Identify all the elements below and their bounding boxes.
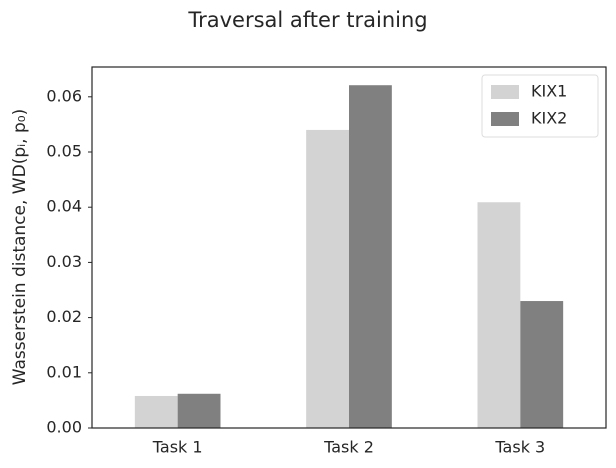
x-tick-label: Task 3 bbox=[494, 438, 545, 457]
y-tick-label: 0.05 bbox=[46, 142, 82, 161]
bar bbox=[349, 85, 392, 428]
legend-swatch bbox=[491, 85, 519, 99]
y-tick-label: 0.02 bbox=[46, 307, 82, 326]
y-tick-label: 0.01 bbox=[46, 362, 82, 381]
legend-swatch bbox=[491, 112, 519, 126]
bar bbox=[134, 395, 178, 428]
y-tick-label: 0.06 bbox=[46, 86, 82, 105]
bar bbox=[177, 393, 221, 428]
y-tick-label: 0.04 bbox=[46, 197, 82, 216]
legend-label: KIX2 bbox=[531, 109, 567, 128]
legend-label: KIX1 bbox=[531, 82, 567, 101]
x-tick-label: Task 2 bbox=[323, 438, 374, 457]
x-tick-label: Task 1 bbox=[152, 438, 203, 457]
y-tick-label: 0.00 bbox=[46, 418, 82, 437]
plot-frame bbox=[91, 66, 607, 429]
chart-title: Traversal after training bbox=[187, 8, 427, 32]
y-axis-label: Wasserstein distance, WD(pᵢ, p₀) bbox=[10, 109, 30, 385]
bar bbox=[306, 129, 349, 428]
y-tick-label: 0.03 bbox=[46, 252, 82, 271]
bar bbox=[520, 301, 564, 428]
bar bbox=[477, 202, 521, 428]
